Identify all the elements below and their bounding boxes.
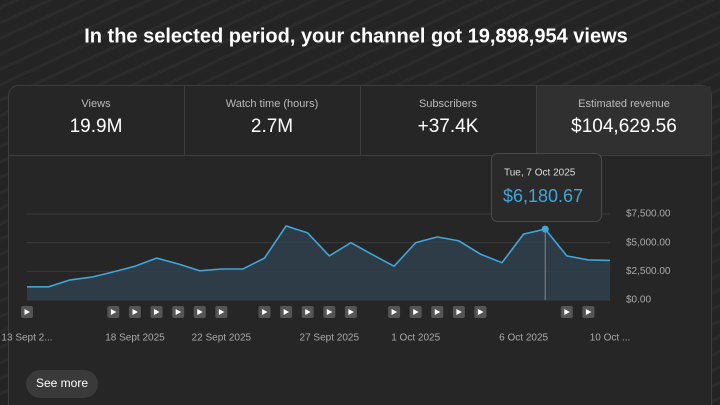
video-marker-icon[interactable] [305,309,311,315]
x-tick-label: 6 Oct 2025 [499,333,548,344]
video-marker-icon[interactable] [477,309,484,315]
metric-label[interactable]: Watch time (hours) [226,98,319,110]
video-marker-icon[interactable] [585,309,592,315]
tooltip [491,153,602,222]
video-marker-icon[interactable] [154,309,160,315]
video-marker-icon[interactable] [564,309,570,315]
y-tick-label: $2,500.00 [626,266,671,277]
chart: $0.00 $2,500.00 $5,000.00 $7,500.00 13 Sept … [1,153,671,344]
video-marker-icon[interactable] [197,309,203,315]
x-tick-label: 13 Sept 2... [1,333,52,344]
video-marker-icon[interactable] [391,309,398,315]
video-marker-icon[interactable] [175,309,182,315]
tooltip-date: Tue, 7 Oct 2025 [504,168,576,179]
x-tick-label: 27 Sept 2025 [300,333,360,344]
y-tick-label: $5,000.00 [626,237,671,248]
video-marker-icon[interactable] [218,309,225,315]
video-marker-icon[interactable] [326,309,333,315]
video-marker-icon[interactable] [413,309,419,315]
video-marker-icon[interactable] [110,309,117,315]
metrics: Views 19.9M Watch time (hours) 2.7M Subscrib… [70,98,677,137]
metric-label[interactable]: Subscribers [419,98,478,110]
x-tick-label: 22 Sept 2025 [192,333,252,344]
metric-value[interactable]: +37.4K [418,116,479,137]
video-marker-icon[interactable] [456,309,462,315]
video-marker-icon[interactable] [24,309,31,315]
metric-label[interactable]: Views [81,98,111,110]
point [541,225,549,233]
metric-value[interactable]: $104,629.56 [571,116,677,137]
y-tick-label: $7,500.00 [626,209,671,220]
video-marker-icon[interactable] [283,309,290,315]
metric-value[interactable]: 2.7M [251,116,293,137]
selected-metric-bg [536,86,711,155]
video-marker-icon[interactable] [434,309,441,315]
video-marker-icon[interactable] [348,309,354,315]
x-tick-label: 10 Oct ... [590,333,631,344]
x-tick-label: 18 Sept 2025 [105,333,165,344]
metric-label[interactable]: Estimated revenue [578,98,670,110]
video-marker-icon[interactable] [262,309,268,315]
headline: In the selected period, your channel got… [84,25,628,47]
x-tick-label: 1 Oct 2025 [391,333,440,344]
line [27,225,611,288]
y-tick-label: $0.00 [626,295,651,306]
tooltip-value: $6,180.67 [503,186,583,206]
see-more-button[interactable] [26,370,98,398]
video-marker-icon[interactable] [132,309,138,315]
see-more-label[interactable]: See more [36,376,88,390]
metric-value[interactable]: 19.9M [70,116,123,137]
